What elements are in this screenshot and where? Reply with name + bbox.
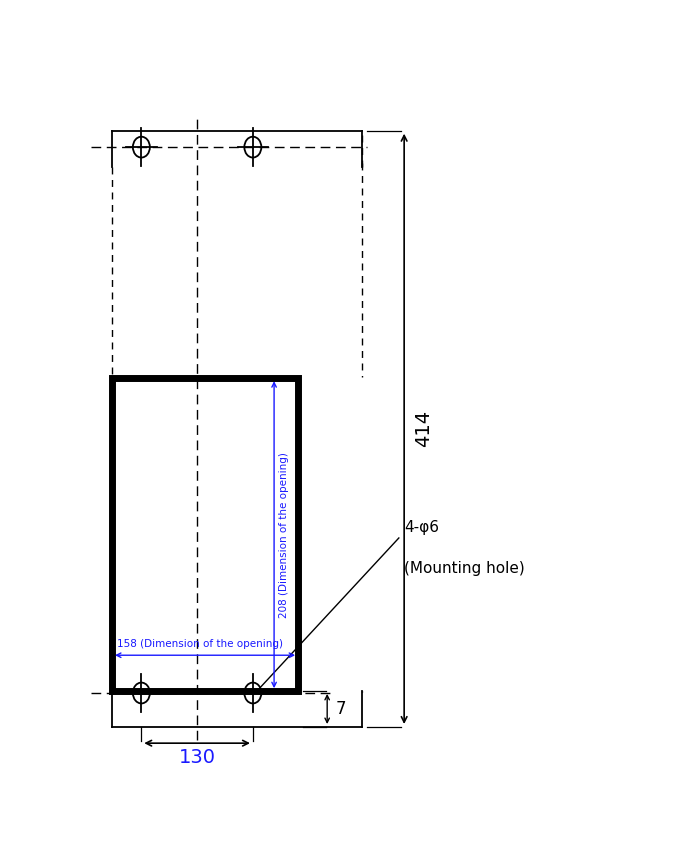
Text: 4-φ6: 4-φ6 [404, 519, 439, 535]
Text: 414: 414 [414, 410, 433, 448]
Text: 7: 7 [335, 700, 346, 718]
Text: 208 (Dimension of the opening): 208 (Dimension of the opening) [279, 452, 289, 618]
Text: (Mounting hole): (Mounting hole) [404, 561, 525, 576]
Text: 158 (Dimension of the opening): 158 (Dimension of the opening) [118, 639, 284, 649]
Text: 130: 130 [179, 749, 216, 767]
Bar [112, 378, 298, 691]
